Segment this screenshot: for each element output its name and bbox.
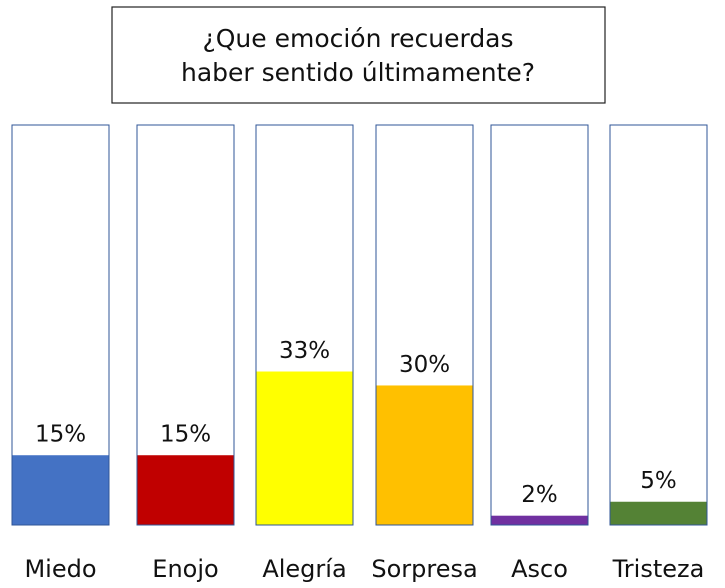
column-frame bbox=[11, 124, 110, 526]
value-label: 15% bbox=[160, 422, 211, 448]
category-label: Enojo bbox=[152, 555, 218, 583]
category-label: Alegría bbox=[262, 555, 346, 583]
bar bbox=[12, 455, 109, 525]
bar bbox=[491, 515, 588, 525]
bar bbox=[137, 455, 234, 525]
chart-title: haber sentido últimamente? bbox=[181, 58, 535, 87]
category-label: Miedo bbox=[24, 555, 96, 583]
bar bbox=[256, 371, 353, 525]
category-label: Sorpresa bbox=[371, 555, 477, 583]
bar bbox=[610, 501, 707, 525]
bar bbox=[376, 385, 473, 525]
value-label: 33% bbox=[279, 338, 330, 364]
column-frame bbox=[490, 124, 589, 526]
category-label: Asco bbox=[511, 555, 568, 583]
value-label: 2% bbox=[521, 482, 558, 508]
column-frame bbox=[609, 124, 708, 526]
category-label: Tristeza bbox=[612, 555, 705, 583]
value-label: 5% bbox=[640, 468, 677, 494]
column-frame bbox=[375, 124, 474, 526]
chart-title: ¿Que emoción recuerdas bbox=[202, 24, 513, 53]
value-label: 15% bbox=[35, 422, 86, 448]
value-label: 30% bbox=[399, 352, 450, 378]
column-frame bbox=[255, 124, 354, 526]
title-box bbox=[111, 6, 606, 104]
column-frame bbox=[136, 124, 235, 526]
